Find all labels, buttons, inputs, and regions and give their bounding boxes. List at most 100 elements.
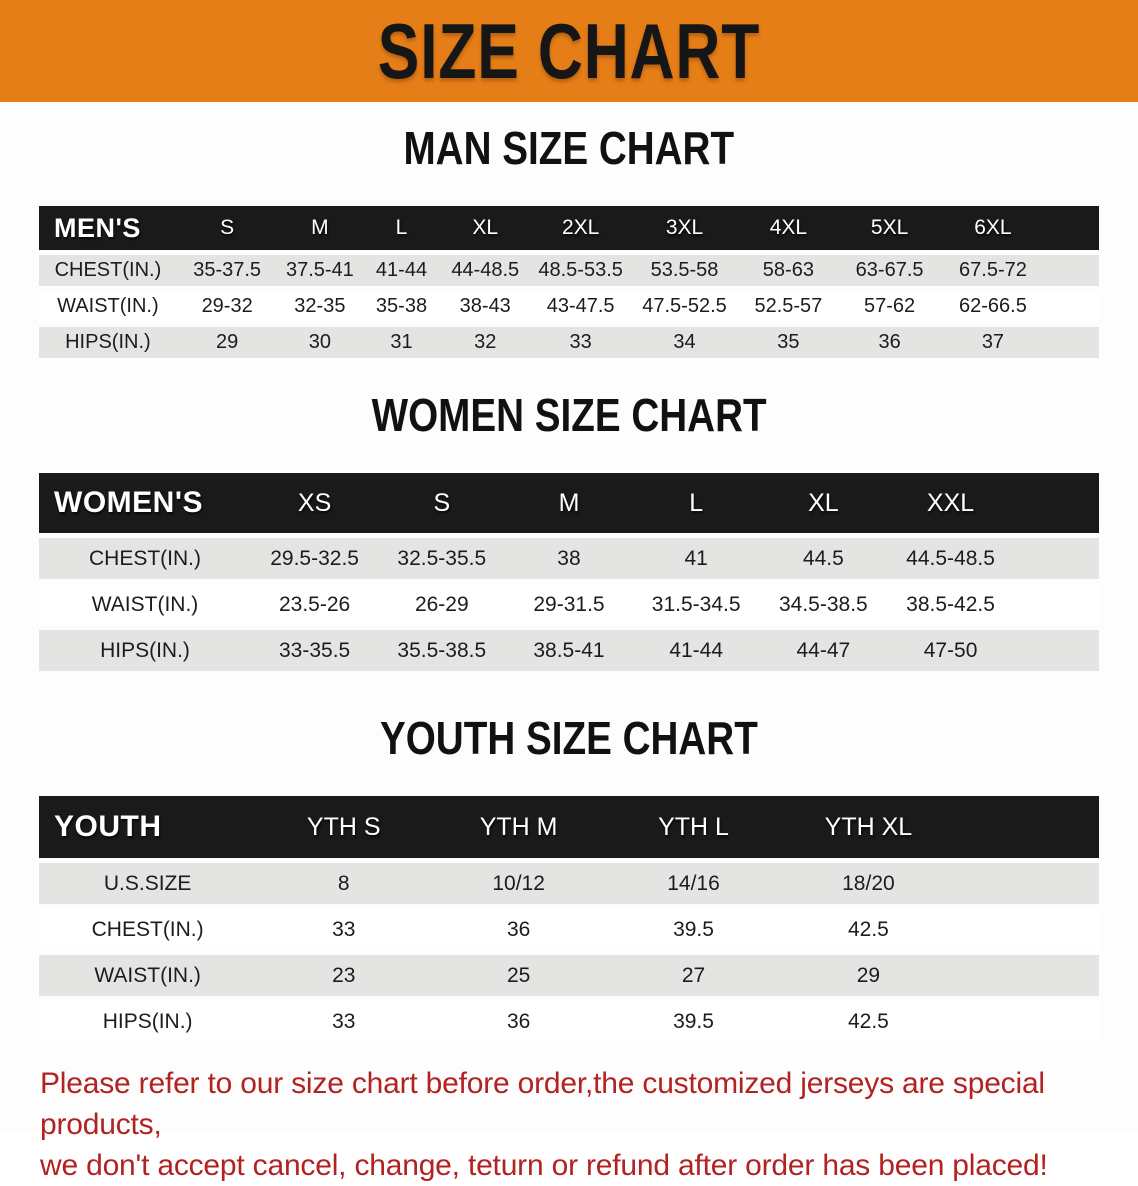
row-label: CHEST(IN.) — [39, 255, 177, 286]
size-cell: 35 — [737, 327, 840, 358]
size-cell: 29-32 — [176, 291, 278, 322]
size-cell: 31.5-34.5 — [632, 584, 760, 625]
size-cell: 41-44 — [632, 630, 760, 671]
banner: SIZE CHART — [0, 0, 1138, 102]
spacer-cell — [955, 863, 1099, 904]
size-cell: 23.5-26 — [251, 584, 379, 625]
size-cell: 35.5-38.5 — [378, 630, 506, 671]
size-column-header: YTH L — [606, 796, 781, 858]
row-label: CHEST(IN.) — [39, 538, 252, 579]
size-column-header: XS — [251, 473, 379, 533]
size-cell: 44-47 — [759, 630, 887, 671]
size-column-header: XL — [440, 206, 530, 250]
spacer-cell — [1045, 327, 1099, 358]
women-section-title-text: WOMEN SIZE CHART — [371, 389, 767, 441]
size-cell: 23 — [256, 955, 432, 996]
size-column-header: L — [632, 473, 760, 533]
table-row: CHEST(IN.) 35-37.5 37.5-41 41-44 44-48.5 48.5… — [39, 255, 1099, 286]
size-cell: 34.5-38.5 — [759, 584, 887, 625]
header-spacer — [1045, 206, 1099, 250]
size-cell: 47-50 — [886, 630, 1015, 671]
size-cell: 41-44 — [362, 255, 441, 286]
size-cell: 32.5-35.5 — [378, 538, 506, 579]
disclaimer: Please refer to our size chart before or… — [40, 1063, 1120, 1186]
size-cell: 32-35 — [277, 291, 363, 322]
table-row: HIPS(IN.) 29 30 31 32 33 34 35 36 37 — [39, 327, 1099, 358]
size-cell: 35-37.5 — [176, 255, 278, 286]
size-cell: 32 — [440, 327, 530, 358]
size-cell: 38-43 — [440, 291, 530, 322]
table-row: CHEST(IN.) 29.5-32.5 32.5-35.5 38 41 44.5 44.5… — [39, 538, 1099, 579]
size-cell: 42.5 — [780, 1001, 956, 1042]
size-cell: 10/12 — [431, 863, 607, 904]
table-row: WAIST(IN.) 23 25 27 29 — [39, 955, 1099, 996]
size-cell: 48.5-53.5 — [529, 255, 632, 286]
header-row: YOUTH YTH S YTH M YTH L YTH XL — [39, 796, 1099, 858]
size-cell: 36 — [839, 327, 940, 358]
youth-section-title-text: YOUTH SIZE CHART — [380, 712, 758, 764]
spacer-cell — [955, 955, 1099, 996]
header-spacer — [955, 796, 1099, 858]
spacer-cell — [955, 1001, 1099, 1042]
size-cell: 39.5 — [606, 909, 781, 950]
group-label: MEN'S — [39, 206, 177, 250]
spacer-cell — [1045, 291, 1099, 322]
size-column-header: M — [277, 206, 363, 250]
women-size-table: WOMEN'S XS S M L XL XXL CHEST(IN.) 29.5-32.5 32.5… — [39, 468, 1099, 676]
spacer-cell — [1014, 630, 1099, 671]
size-cell: 47.5-52.5 — [631, 291, 738, 322]
size-cell: 29.5-32.5 — [251, 538, 379, 579]
size-cell: 37 — [939, 327, 1046, 358]
men-section-title: MAN SIZE CHART — [0, 122, 1138, 183]
row-label: WAIST(IN.) — [39, 584, 252, 625]
size-cell: 38.5-41 — [505, 630, 633, 671]
size-column-header: 6XL — [939, 206, 1046, 250]
size-column-header: YTH M — [431, 796, 607, 858]
table-row: WAIST(IN.) 29-32 32-35 35-38 38-43 43-47.5 47.… — [39, 291, 1099, 322]
size-cell: 67.5-72 — [939, 255, 1046, 286]
size-cell: 33 — [256, 909, 432, 950]
size-cell: 27 — [606, 955, 781, 996]
youth-size-table: YOUTH YTH S YTH M YTH L YTH XL U.S.SIZE 8 10/12… — [39, 791, 1099, 1047]
row-label: CHEST(IN.) — [39, 909, 257, 950]
spacer-cell — [955, 909, 1099, 950]
size-cell: 39.5 — [606, 1001, 781, 1042]
size-cell: 14/16 — [606, 863, 781, 904]
size-cell: 62-66.5 — [939, 291, 1046, 322]
row-label: HIPS(IN.) — [39, 630, 252, 671]
size-column-header: 2XL — [529, 206, 632, 250]
spacer-cell — [1014, 538, 1099, 579]
size-column-header: YTH XL — [780, 796, 956, 858]
spacer-cell — [1045, 255, 1099, 286]
women-section-title: WOMEN SIZE CHART — [0, 389, 1138, 450]
size-cell: 44.5-48.5 — [886, 538, 1015, 579]
size-cell: 34 — [631, 327, 738, 358]
group-label: WOMEN'S — [39, 473, 252, 533]
row-label: HIPS(IN.) — [39, 1001, 257, 1042]
size-cell: 8 — [256, 863, 432, 904]
size-column-header: S — [378, 473, 506, 533]
size-cell: 44.5 — [759, 538, 887, 579]
table-row: HIPS(IN.) 33 36 39.5 42.5 — [39, 1001, 1099, 1042]
spacer-cell — [1014, 584, 1099, 625]
size-cell: 38.5-42.5 — [886, 584, 1015, 625]
header-row: MEN'S S M L XL 2XL 3XL 4XL 5XL 6XL — [39, 206, 1099, 250]
size-cell: 37.5-41 — [277, 255, 363, 286]
size-column-header: L — [362, 206, 441, 250]
disclaimer-line2: we don't accept cancel, change, teturn o… — [40, 1149, 1048, 1182]
size-cell: 29-31.5 — [505, 584, 633, 625]
size-cell: 52.5-57 — [737, 291, 840, 322]
size-cell: 63-67.5 — [839, 255, 940, 286]
size-cell: 36 — [431, 1001, 607, 1042]
size-cell: 44-48.5 — [440, 255, 530, 286]
size-cell: 29 — [176, 327, 278, 358]
size-cell: 35-38 — [362, 291, 441, 322]
size-cell: 43-47.5 — [529, 291, 632, 322]
size-column-header: 3XL — [631, 206, 738, 250]
men-section-title-text: MAN SIZE CHART — [403, 122, 735, 174]
size-cell: 30 — [277, 327, 363, 358]
size-cell: 26-29 — [378, 584, 506, 625]
size-cell: 36 — [431, 909, 607, 950]
table-row: CHEST(IN.) 33 36 39.5 42.5 — [39, 909, 1099, 950]
